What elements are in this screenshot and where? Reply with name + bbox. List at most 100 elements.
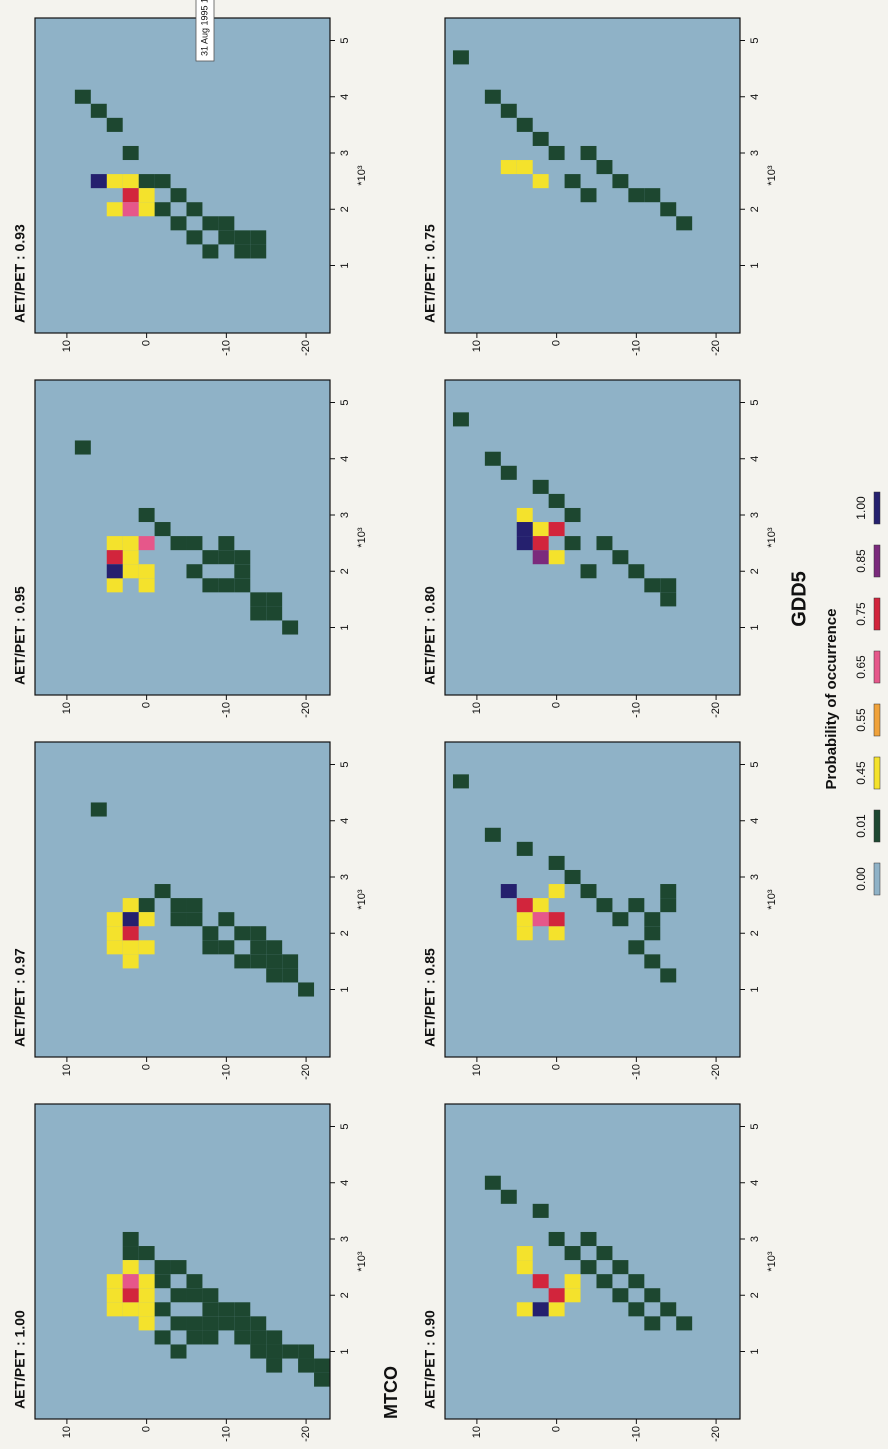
y-tick-label: -20 <box>710 702 722 718</box>
heat-cell <box>660 1302 677 1317</box>
heat-cell <box>90 103 107 118</box>
heat-cell <box>564 174 581 189</box>
heat-cell <box>500 160 517 175</box>
panel-title: AET/PET : 0.90 <box>422 1310 438 1409</box>
heat-cell <box>266 1358 283 1373</box>
heat-cell <box>186 912 203 927</box>
heat-cell <box>500 103 517 118</box>
x-tick-label: 4 <box>339 456 351 462</box>
y-tick-label: 0 <box>141 1064 153 1070</box>
x-tick-label: 4 <box>749 94 761 100</box>
stamp-box <box>195 0 215 62</box>
heat-cell <box>234 230 251 245</box>
heat-cell <box>660 968 677 983</box>
heat-cell <box>122 926 139 941</box>
x-tick-label: 2 <box>339 930 351 936</box>
heat-cell <box>644 954 661 969</box>
heat-cell <box>564 1288 581 1303</box>
heat-cell <box>138 578 155 593</box>
x-tick-label: 3 <box>339 874 351 880</box>
x-tick-label: 4 <box>339 818 351 824</box>
legend-swatch <box>873 544 881 578</box>
heat-cell <box>548 550 565 565</box>
heat-cell <box>660 898 677 913</box>
heat-cell <box>660 202 677 217</box>
y-tick-label: -20 <box>710 340 722 356</box>
heat-cell <box>106 1302 123 1317</box>
heat-cell <box>218 940 235 955</box>
heat-cell <box>250 606 267 621</box>
heat-cell <box>122 940 139 955</box>
heat-cell <box>516 160 533 175</box>
heat-cell <box>612 912 629 927</box>
x-tick-label: 2 <box>749 1292 761 1298</box>
x-tick-label: 4 <box>749 456 761 462</box>
heat-cell <box>234 926 251 941</box>
heat-cell <box>532 550 549 565</box>
x-tick-label: 1 <box>339 262 351 268</box>
heat-cell <box>548 145 565 161</box>
x-unit: *10³ <box>766 527 778 548</box>
heat-cell <box>122 564 139 579</box>
y-tick-label: 10 <box>471 1064 483 1076</box>
y-tick-label: -20 <box>710 1426 722 1442</box>
heat-cell <box>564 1274 581 1289</box>
heat-cell <box>90 174 107 189</box>
heat-cell <box>122 145 139 161</box>
heat-cell <box>170 216 187 231</box>
panel-title: AET/PET : 0.80 <box>422 586 438 685</box>
heat-cell <box>106 940 123 955</box>
plot-frame <box>34 1103 331 1420</box>
heat-cell <box>138 912 155 927</box>
x-tick-label: 4 <box>749 818 761 824</box>
heat-cell <box>500 465 517 480</box>
x-tick-label: 5 <box>749 761 761 767</box>
heat-cell <box>154 1274 171 1289</box>
heat-cell <box>644 578 661 593</box>
heat-cell <box>548 855 565 870</box>
heat-cell <box>186 1330 203 1345</box>
legend-swatch <box>873 703 881 737</box>
plot-frame <box>34 379 331 696</box>
heat-cell <box>170 536 187 551</box>
x-unit: *10³ <box>356 1251 368 1272</box>
heat-cell <box>564 1246 581 1261</box>
heat-cell <box>106 564 123 579</box>
x-tick-label: 5 <box>749 37 761 43</box>
heat-cell <box>516 117 533 132</box>
x-tick-label: 4 <box>749 1180 761 1186</box>
heat-cell <box>122 536 139 551</box>
x-tick-label: 1 <box>339 1348 351 1354</box>
x-unit: *10³ <box>356 165 368 186</box>
x-tick-label: 3 <box>339 512 351 518</box>
y-tick-label: 10 <box>471 702 483 714</box>
heat-cell <box>202 550 219 565</box>
heat-cell <box>564 536 581 551</box>
heat-cell <box>106 912 123 927</box>
heat-cell <box>532 536 549 551</box>
heat-cell <box>516 841 533 856</box>
heat-cell <box>612 1288 629 1303</box>
plot-frame <box>444 1103 741 1420</box>
x-unit: *10³ <box>766 1251 778 1272</box>
heat-cell <box>298 982 315 997</box>
heat-cell <box>660 592 677 607</box>
heat-cell <box>548 884 565 899</box>
legend-label: 0.01 <box>854 814 868 838</box>
heat-cell <box>516 912 533 927</box>
heat-cell <box>628 1274 645 1289</box>
heat-cell <box>154 1330 171 1345</box>
x-tick-label: 5 <box>749 399 761 405</box>
heat-cell <box>266 1330 283 1345</box>
heat-cell <box>186 230 203 245</box>
panel: 1 2 3 4 5 *10³ 10 0 -10 -20 AET/PET : 1.00 <box>12 1103 368 1442</box>
heat-cell <box>122 912 139 927</box>
y-tick-label: 0 <box>551 702 563 708</box>
y-tick-label: 10 <box>61 340 73 352</box>
legend-swatch <box>873 491 881 525</box>
y-tick-label: -10 <box>220 1064 232 1080</box>
x-tick-label: 4 <box>339 1180 351 1186</box>
heat-cell <box>596 1246 613 1261</box>
plot-frame <box>444 17 741 334</box>
x-unit: *10³ <box>766 165 778 186</box>
